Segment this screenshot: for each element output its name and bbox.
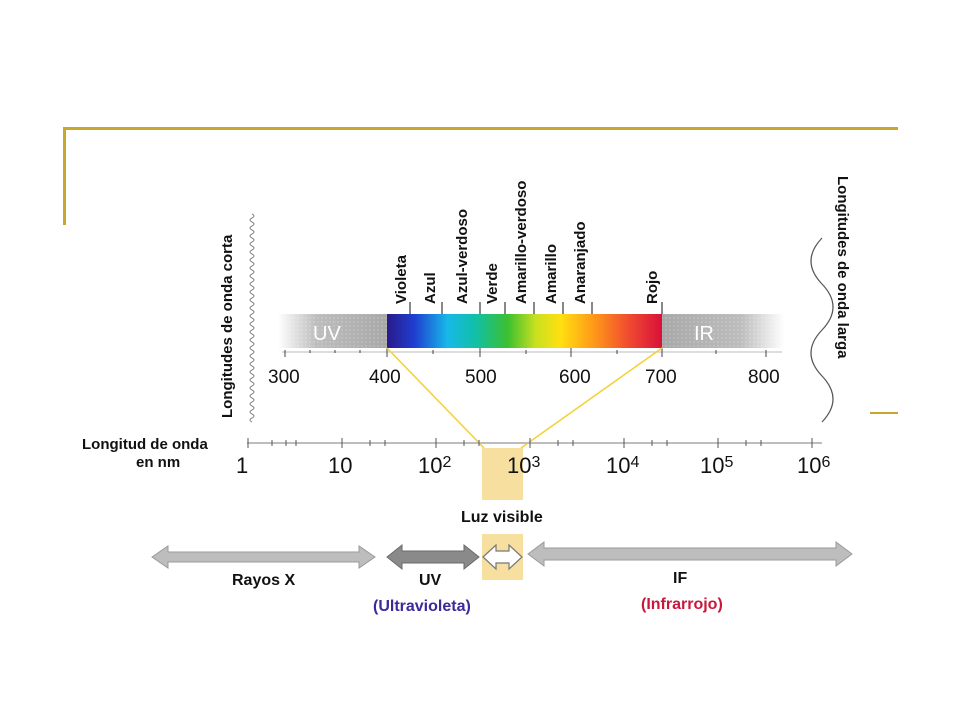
color-name-azul-verdoso: Azul-verdoso xyxy=(454,209,471,304)
short-wavelength-label: Longitudes de onda corta xyxy=(219,234,236,418)
slide-accent-rule-left xyxy=(63,127,66,225)
long-wavelength-label: Longitudes de onda larga xyxy=(834,176,851,359)
nm-tick-500: 500 xyxy=(465,367,497,388)
wl-tick-10e5: 105 xyxy=(700,453,733,478)
wl-tick-10e6: 106 xyxy=(797,453,830,478)
uv-band-full-label: (Ultravioleta) xyxy=(373,598,471,615)
nm-tick-700: 700 xyxy=(645,367,677,388)
color-name-amarillo: Amarillo xyxy=(543,244,560,304)
slide-accent-rule-right xyxy=(870,412,898,414)
wavelength-axis-ticks xyxy=(247,438,813,448)
xray-band-arrow xyxy=(151,545,376,569)
ir-bar-label: IR xyxy=(694,323,714,345)
wl-tick-10e3: 103 xyxy=(507,453,540,478)
ir-band-full-label: (Infrarrojo) xyxy=(641,596,723,613)
wl-tick-10e2: 102 xyxy=(418,453,451,478)
visible-light-label: Luz visible xyxy=(461,509,543,526)
long-wave-squiggle xyxy=(810,237,834,423)
nm-tick-600: 600 xyxy=(559,367,591,388)
nm-tick-400: 400 xyxy=(369,367,401,388)
uv-bar-label: UV xyxy=(313,323,341,345)
ir-band-arrow xyxy=(527,541,853,567)
color-name-verde: Verde xyxy=(484,263,501,304)
projection-lines xyxy=(386,347,663,449)
slide-accent-rule-top xyxy=(63,127,898,130)
wl-tick-10e4: 104 xyxy=(606,453,639,478)
wavelength-axis-title-line2: en nm xyxy=(136,454,180,471)
nm-tick-800: 800 xyxy=(748,367,780,388)
xray-band-label: Rayos X xyxy=(232,572,295,589)
uv-band-arrow xyxy=(386,543,480,571)
nm-scale-ticks xyxy=(284,348,767,357)
color-name-violeta: Violeta xyxy=(393,254,410,304)
wl-tick-10: 10 xyxy=(328,453,352,478)
ir-band-label: IF xyxy=(673,570,687,587)
wl-tick-1: 1 xyxy=(236,453,248,478)
color-name-anaranjado: Anaranjado xyxy=(572,221,589,304)
short-wave-squiggle xyxy=(249,213,255,423)
visible-band-arrow xyxy=(482,543,523,571)
wavelength-axis-title-line1: Longitud de onda xyxy=(82,436,208,453)
color-name-labels: Violeta Azul Azul-verdoso Verde Amarillo… xyxy=(393,181,661,304)
uv-band-label: UV xyxy=(419,572,442,589)
color-name-rojo: Rojo xyxy=(644,271,661,304)
visible-spectrum-bar xyxy=(387,314,662,348)
wavelength-axis-labels: 1 10 102 103 104 105 106 xyxy=(236,453,830,478)
nm-tick-300: 300 xyxy=(268,367,300,388)
color-name-amarillo-verdoso: Amarillo-verdoso xyxy=(513,181,530,304)
color-name-azul: Azul xyxy=(422,272,439,304)
nm-scale-labels: 300 400 500 600 700 800 xyxy=(268,367,780,388)
color-pointer-ticks xyxy=(409,302,663,314)
visible-light-highlight xyxy=(482,448,523,500)
